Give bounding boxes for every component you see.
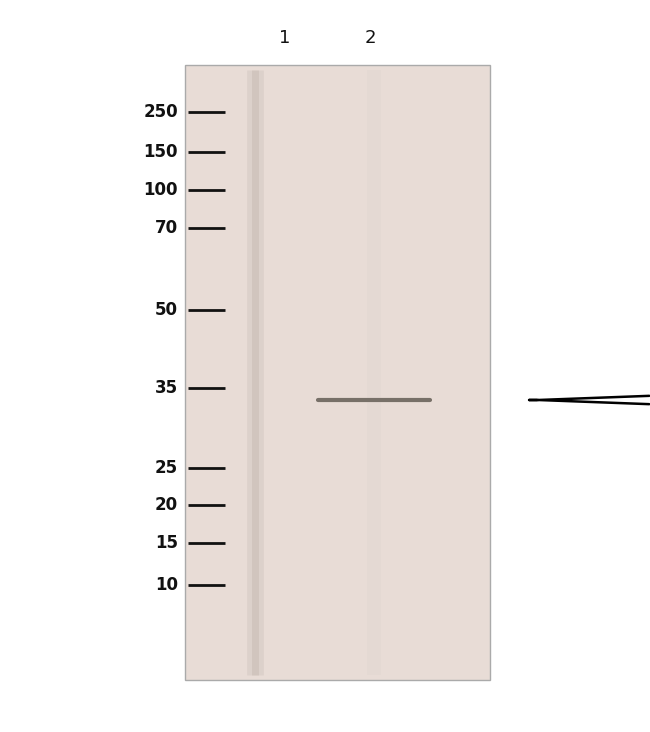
Text: 10: 10 <box>155 576 178 594</box>
Text: 250: 250 <box>144 103 178 121</box>
Text: 50: 50 <box>155 301 178 319</box>
Text: 1: 1 <box>280 29 291 47</box>
Text: 70: 70 <box>155 219 178 237</box>
Bar <box>185 65 490 680</box>
Text: 20: 20 <box>155 496 178 514</box>
Text: 25: 25 <box>155 459 178 477</box>
Text: 2: 2 <box>364 29 376 47</box>
Text: 150: 150 <box>144 143 178 161</box>
Text: 15: 15 <box>155 534 178 552</box>
Text: 35: 35 <box>155 379 178 397</box>
Text: 100: 100 <box>144 181 178 199</box>
